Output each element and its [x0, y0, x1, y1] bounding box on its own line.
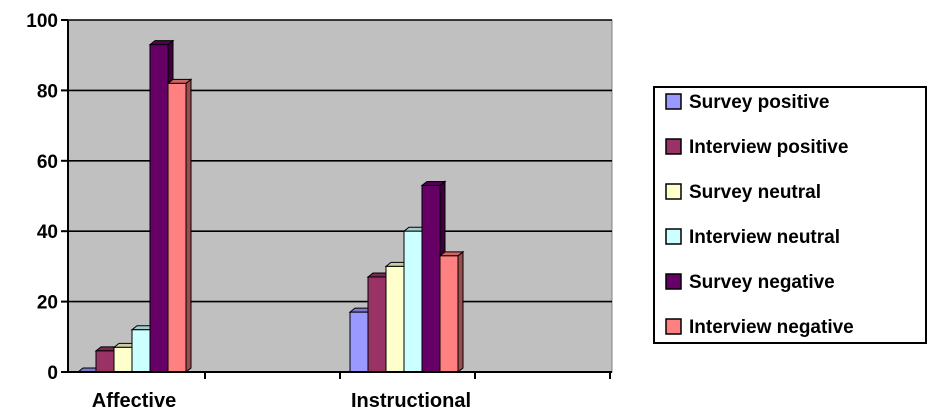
y-tick-label: 60 [37, 152, 58, 173]
legend-label: Survey positive [689, 92, 829, 113]
bar-side [457, 250, 464, 374]
bar [438, 250, 465, 374]
bar-front [95, 350, 115, 373]
legend-swatch [665, 138, 682, 155]
legend-swatch [665, 183, 682, 200]
legend-label: Interview neutral [689, 227, 840, 248]
legend-item: Survey positive [665, 92, 829, 113]
bar-front [385, 265, 405, 373]
y-tick-label: 20 [37, 293, 58, 314]
legend-item: Interview negative [665, 317, 854, 338]
bar-front [421, 184, 441, 373]
bar-top [148, 40, 175, 46]
legend-label: Interview negative [689, 317, 854, 338]
legend-label: Interview positive [689, 137, 848, 158]
y-tick-label: 0 [47, 363, 58, 384]
legend: Survey positive Interview positive Survey … [653, 86, 927, 344]
bar-top [420, 180, 447, 186]
bar-front [439, 255, 459, 373]
bar-side [185, 78, 192, 374]
legend-swatch [665, 318, 682, 335]
legend-item: Survey negative [665, 272, 835, 293]
legend-swatch [665, 93, 682, 110]
bar-front [113, 346, 133, 373]
bar-front [167, 82, 187, 373]
legend-item: Interview positive [665, 137, 848, 158]
bar-front [131, 329, 151, 373]
bar-top [438, 251, 465, 257]
legend-item: Interview neutral [665, 227, 840, 248]
bar-front [367, 276, 387, 373]
legend-swatch [665, 273, 682, 290]
bars [76, 39, 465, 374]
axes [67, 20, 612, 379]
legend-item: Survey neutral [665, 182, 821, 203]
x-axis-categories: Affective Instructional [92, 390, 471, 412]
y-tick-label: 40 [37, 222, 58, 243]
x-category-label: Instructional [351, 390, 471, 412]
bar-front [149, 44, 169, 373]
legend-box [653, 86, 927, 344]
bar-front [403, 230, 423, 373]
bar-top [166, 78, 193, 84]
legend-label: Survey negative [689, 272, 835, 293]
legend-label: Survey neutral [689, 182, 821, 203]
y-axis-ticks: 0 20 40 60 80 100 [26, 11, 68, 384]
legend-swatch [665, 228, 682, 245]
bar [166, 78, 193, 374]
x-category-label: Affective [92, 390, 176, 412]
y-tick-label: 80 [37, 81, 58, 102]
y-tick-label: 100 [26, 11, 58, 32]
bar-front [349, 311, 369, 373]
